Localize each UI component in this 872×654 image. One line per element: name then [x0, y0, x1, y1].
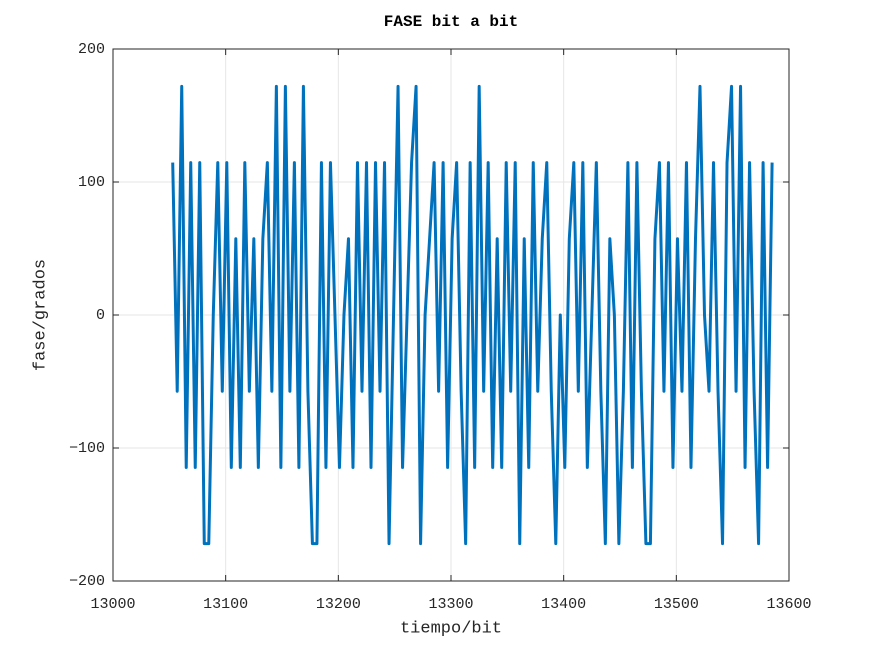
x-tick-label: 13300 [428, 596, 473, 613]
x-tick-label: 13200 [316, 596, 361, 613]
data-line [171, 84, 774, 546]
x-tick-label: 13100 [203, 596, 248, 613]
y-axis-label: fase/grados [31, 259, 50, 371]
y-tick-label: 200 [78, 41, 105, 58]
y-tick-label: −200 [69, 573, 105, 590]
x-tick-label: 13400 [541, 596, 586, 613]
y-tick-label: 0 [96, 307, 105, 324]
y-tick-label: 100 [78, 174, 105, 191]
y-tick-label: −100 [69, 440, 105, 457]
chart-title: FASE bit a bit [384, 13, 518, 31]
x-tick-label: 13500 [654, 596, 699, 613]
x-tick-label: 13600 [766, 596, 811, 613]
axes-box [112, 48, 790, 582]
x-axis-label: tiempo/bit [400, 619, 502, 638]
x-tick-label: 13000 [90, 596, 135, 613]
